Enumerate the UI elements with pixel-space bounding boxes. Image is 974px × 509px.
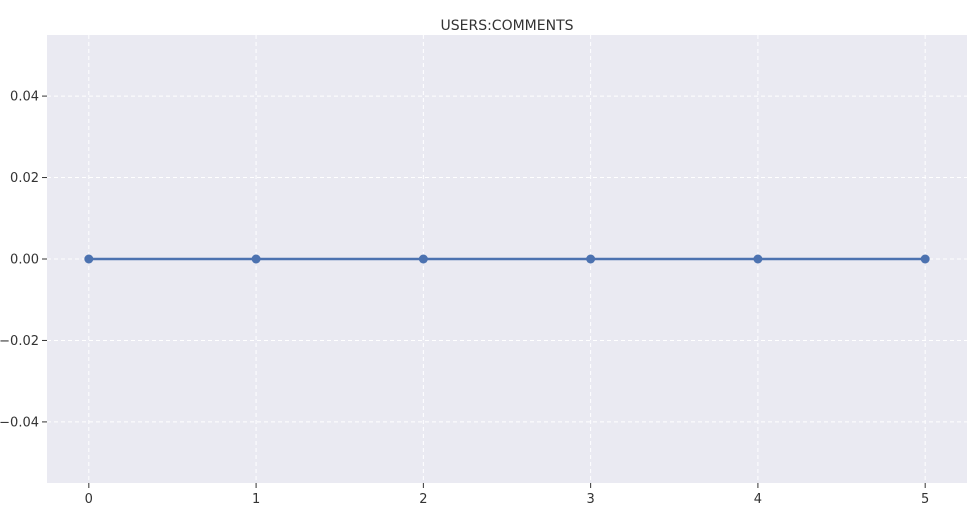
x-tick-label: 3 <box>586 492 594 507</box>
y-tick-label: 0.04 <box>10 90 39 105</box>
data-point[interactable] <box>84 254 94 264</box>
x-tick-label: 2 <box>419 492 427 507</box>
data-point[interactable] <box>251 254 261 264</box>
data-point[interactable] <box>418 254 428 264</box>
data-point[interactable] <box>920 254 930 264</box>
y-axis: 0.04 0.02 0.00 −0.02 −0.04 <box>0 90 47 430</box>
x-tick-label: 5 <box>921 492 929 507</box>
series-layer <box>84 254 930 264</box>
x-axis: 0 1 2 3 4 5 <box>85 483 929 507</box>
x-tick-label: 0 <box>85 492 93 507</box>
x-tick-label: 4 <box>754 492 762 507</box>
y-tick-label: −0.02 <box>0 334 39 349</box>
x-tick-label: 1 <box>252 492 260 507</box>
chart-title: USERS:COMMENTS <box>440 18 573 34</box>
y-tick-label: 0.00 <box>10 253 39 268</box>
y-tick-label: −0.04 <box>0 415 39 430</box>
data-point[interactable] <box>753 254 763 264</box>
y-tick-label: 0.02 <box>10 171 39 186</box>
data-point[interactable] <box>586 254 596 264</box>
